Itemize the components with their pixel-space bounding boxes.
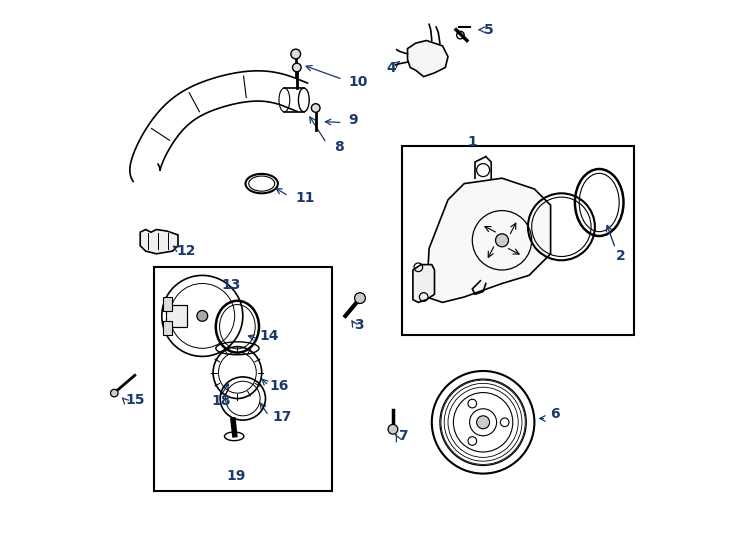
Circle shape	[355, 293, 366, 303]
Text: 10: 10	[348, 76, 368, 90]
Text: 12: 12	[177, 244, 197, 258]
Circle shape	[111, 389, 118, 397]
Text: 14: 14	[259, 329, 278, 343]
Text: 11: 11	[296, 192, 315, 206]
Text: 16: 16	[270, 379, 289, 393]
Polygon shape	[407, 40, 448, 77]
Polygon shape	[413, 265, 435, 302]
Bar	[153, 267, 332, 491]
Circle shape	[292, 63, 301, 72]
Text: 2: 2	[616, 249, 625, 264]
Text: 17: 17	[272, 410, 292, 424]
Circle shape	[476, 416, 490, 429]
Circle shape	[197, 310, 208, 321]
Polygon shape	[426, 178, 550, 302]
Text: 7: 7	[399, 429, 408, 443]
Circle shape	[495, 234, 509, 247]
Text: 4: 4	[386, 60, 396, 75]
Text: 18: 18	[211, 394, 231, 408]
Bar	[164, 321, 172, 335]
Circle shape	[388, 424, 398, 434]
Text: 13: 13	[221, 278, 241, 292]
Bar	[164, 297, 172, 310]
Text: 15: 15	[125, 393, 145, 407]
Text: 9: 9	[348, 113, 357, 127]
Polygon shape	[140, 230, 178, 254]
Bar	[166, 305, 187, 327]
Text: 8: 8	[335, 140, 344, 154]
Text: 5: 5	[484, 23, 493, 37]
Text: 1: 1	[468, 135, 477, 149]
Text: 3: 3	[355, 319, 364, 333]
Text: 19: 19	[227, 469, 246, 483]
Circle shape	[291, 49, 301, 59]
Bar	[166, 305, 187, 327]
Text: 6: 6	[550, 408, 560, 422]
Bar	[402, 146, 634, 335]
Circle shape	[311, 104, 320, 112]
